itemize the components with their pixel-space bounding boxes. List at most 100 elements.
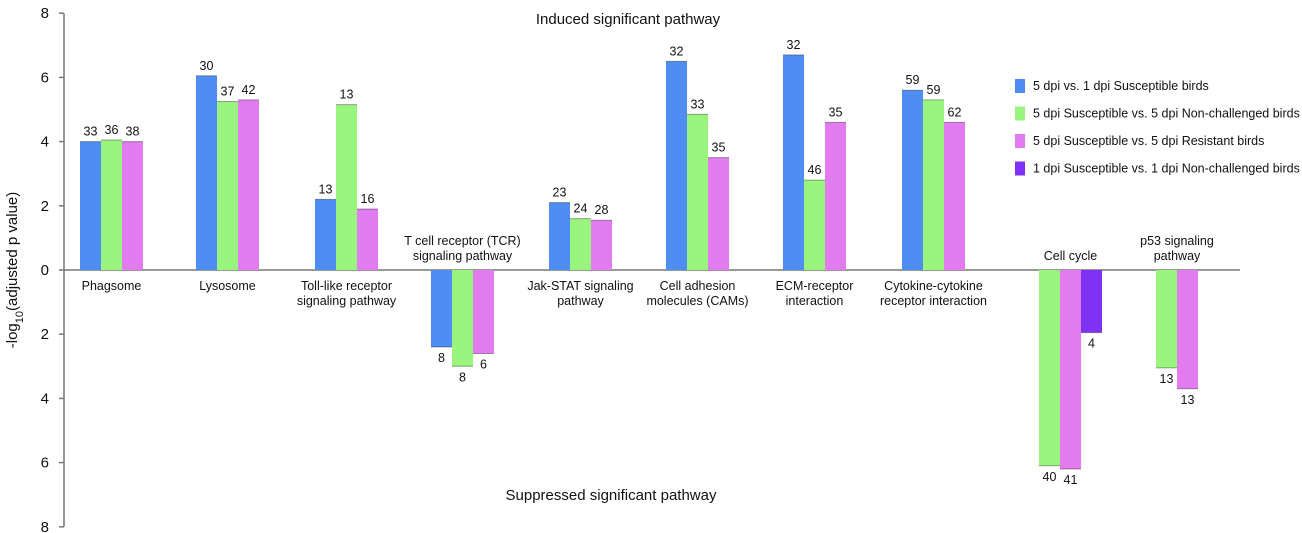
category-label: receptor interaction [880, 294, 987, 308]
bar [336, 104, 357, 270]
data-label: 59 [927, 83, 941, 97]
category-group: 40 41 4 Cell cycle [1039, 249, 1102, 487]
bar [923, 99, 944, 271]
y-tick-label: 4 [41, 390, 49, 407]
legend-label: 5 dpi Susceptible vs. 5 dpi Non-challeng… [1033, 107, 1300, 121]
bar [549, 202, 570, 270]
bar [783, 54, 804, 271]
bar [1156, 270, 1177, 368]
bar [80, 141, 101, 270]
bar [902, 90, 923, 271]
category-group: 33 36 38 Phagsome [80, 123, 143, 293]
data-label: 13 [1160, 372, 1174, 386]
data-label: 4 [1088, 337, 1095, 351]
data-label: 13 [319, 182, 333, 196]
y-tick-label: 2 [41, 198, 49, 215]
bar [708, 157, 729, 270]
legend-item: 1 dpi Susceptible vs. 1 dpi Non-challeng… [1015, 161, 1300, 176]
category-label: Cell cycle [1044, 249, 1098, 263]
data-label: 13 [1181, 393, 1195, 407]
y-tick-label: 8 [41, 519, 49, 533]
data-label: 32 [670, 44, 684, 58]
data-label: 30 [200, 59, 214, 73]
y-tick-label: 2 [41, 326, 49, 343]
bar-groups: 33 36 38 Phagsome 30 37 42 Lysosome 13 13 16 Toll-l… [80, 38, 1214, 487]
bar [825, 122, 846, 270]
bar [804, 180, 825, 270]
data-label: 36 [105, 123, 119, 137]
data-label: 37 [221, 84, 235, 98]
data-label: 32 [787, 38, 801, 52]
legend-item: 5 dpi vs. 1 dpi Susceptible birds [1015, 79, 1209, 93]
category-label: Cell adhesion [660, 279, 736, 293]
y-axis-label: -log10(adjusted p value) [4, 192, 26, 349]
bar [570, 218, 591, 270]
data-label: 40 [1043, 470, 1057, 484]
bar [591, 220, 612, 270]
bar [1081, 270, 1102, 333]
bar [1039, 270, 1060, 466]
bar [315, 199, 336, 270]
y-tick-label: 0 [41, 262, 49, 279]
bar [666, 61, 687, 270]
data-label: 13 [340, 88, 354, 102]
category-label: pathway [557, 294, 604, 308]
legend: 5 dpi vs. 1 dpi Susceptible birds 5 dpi S… [1015, 79, 1300, 176]
category-label: pathway [1154, 249, 1201, 263]
category-label: Jak-STAT signaling [527, 279, 633, 293]
data-label: 28 [595, 203, 609, 217]
bar [238, 99, 259, 271]
legend-swatch [1015, 161, 1025, 176]
data-label: 8 [438, 351, 445, 365]
data-label: 41 [1064, 473, 1078, 487]
category-label: molecules (CAMs) [646, 294, 748, 308]
category-label: ECM-receptor [776, 279, 854, 293]
category-group: 30 37 42 Lysosome [196, 59, 259, 293]
data-label: 33 [691, 97, 705, 111]
data-label: 35 [712, 141, 726, 155]
y-tick-label: 6 [41, 69, 49, 86]
category-label: Toll-like receptor [301, 279, 392, 293]
legend-item: 5 dpi Susceptible vs. 5 dpi Non-challeng… [1015, 106, 1300, 121]
chart-subtitle: Suppressed significant pathway [506, 487, 717, 504]
data-label: 24 [574, 202, 588, 216]
bar [101, 139, 122, 270]
legend-swatch [1015, 79, 1025, 93]
bar [452, 270, 473, 367]
category-label: p53 signaling [1140, 234, 1214, 248]
category-label: Cytokine-cytokine [884, 279, 983, 293]
y-tick-label: 4 [41, 134, 49, 151]
category-label: signaling pathway [297, 294, 397, 308]
y-tick-label: 8 [41, 5, 49, 22]
bar [122, 141, 143, 270]
legend-swatch [1015, 134, 1025, 148]
y-tick-label: 6 [41, 455, 49, 472]
legend-label: 1 dpi Susceptible vs. 1 dpi Non-challeng… [1033, 162, 1300, 176]
bar [687, 114, 708, 270]
data-label: 42 [242, 83, 256, 97]
bar [217, 101, 238, 270]
legend-item: 5 dpi Susceptible vs. 5 dpi Resistant bi… [1015, 134, 1264, 148]
bar [473, 270, 494, 354]
data-label: 8 [459, 370, 466, 384]
bar [431, 270, 452, 348]
category-label: signaling pathway [413, 249, 513, 263]
bar [944, 122, 965, 270]
data-label: 35 [829, 105, 843, 119]
data-label: 23 [553, 186, 567, 200]
bar [1060, 270, 1081, 470]
legend-label: 5 dpi vs. 1 dpi Susceptible birds [1033, 79, 1209, 93]
category-label: Lysosome [199, 279, 256, 293]
y-axis: 8 6 4 2 0 2 4 6 8 [41, 5, 65, 533]
bar [357, 209, 378, 270]
legend-swatch [1015, 106, 1025, 121]
data-label: 33 [84, 125, 98, 139]
category-label: Phagsome [82, 279, 142, 293]
bar [1177, 270, 1198, 389]
